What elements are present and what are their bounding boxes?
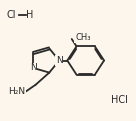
Text: N: N (30, 64, 37, 72)
Text: CH₃: CH₃ (75, 33, 91, 42)
Text: H: H (26, 10, 34, 19)
Text: HCl: HCl (111, 95, 128, 105)
Text: N: N (56, 56, 63, 65)
Text: Cl: Cl (6, 10, 16, 19)
Text: H₂N: H₂N (8, 87, 25, 96)
